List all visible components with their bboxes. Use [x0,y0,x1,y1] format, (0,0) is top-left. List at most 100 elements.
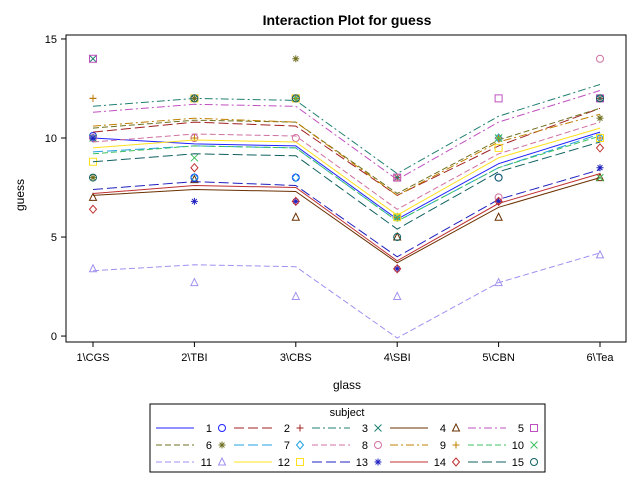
series-line [92,121,601,210]
series-7 [88,133,605,222]
chart-title: Interaction Plot for guess [263,12,432,28]
legend-item-12: 12 [234,457,304,469]
legend-label: 5 [518,423,524,435]
data-point [292,55,300,63]
data-point [530,458,538,466]
data-point [452,441,460,449]
legend-label: 7 [284,440,290,452]
data-point [393,213,402,222]
legend-item-7: 7 [234,440,305,452]
data-point [190,162,199,173]
legend-label: 10 [512,440,524,452]
data-point [595,172,605,182]
data-point [291,133,300,142]
data-point [89,174,97,182]
legend-item-15: 15 [468,457,538,469]
x-axis: 1\CGS 2\TBI 3\CBS 4\SBI 5\CBN 6\Tea [76,342,614,364]
data-point [190,94,198,102]
x-tick-label: 4\SBI [384,352,411,364]
data-point [393,233,402,242]
legend-label: 13 [356,457,368,469]
data-point [495,197,503,205]
legend-item-5: 5 [468,423,538,435]
data-point [595,143,605,153]
data-point [494,212,503,221]
x-tick-label: 5\CBN [482,352,514,364]
data-point [596,133,604,142]
data-point [596,173,604,182]
data-point [89,134,97,142]
plot-frame [65,34,627,343]
data-point [596,134,604,142]
data-point [596,54,604,63]
data-point [595,249,605,259]
legend-item-4: 4 [390,422,461,435]
series-8 [89,54,604,210]
legend-label: 2 [284,423,290,435]
data-point [494,133,503,143]
legend-label: 4 [440,423,446,435]
series-11 [88,249,605,339]
data-point [291,212,301,221]
data-point [494,143,503,152]
legend-label: 6 [206,440,212,452]
series-3 [89,54,604,182]
data-point [393,213,402,222]
legend-label: 14 [434,457,446,469]
legend-item-3: 3 [312,423,382,435]
y-tick-label: 5 [51,232,57,244]
series-line [92,169,601,258]
legend-item-1: 1 [156,423,226,435]
legend-label: 15 [512,457,524,469]
data-point [88,192,98,201]
data-point [393,265,401,273]
x-tick-label: 2\TBI [181,352,207,364]
legend-item-14: 14 [390,457,461,469]
data-point [89,54,97,63]
data-point [374,441,382,449]
series-line [92,173,601,262]
x-tick-label: 6\Tea [587,352,615,364]
legend-item-9: 9 [390,440,460,452]
data-point [530,441,538,449]
data-point [494,173,503,182]
legend-item-6: 6 [156,440,226,452]
data-point [374,424,382,432]
legend-label: 9 [440,440,446,452]
y-axis-label: guess [13,179,27,211]
series-line [92,90,601,181]
series-4 [88,172,605,264]
legend-item-13: 13 [312,457,382,469]
legend-label: 3 [362,423,368,435]
data-point [451,457,461,467]
data-point [292,197,300,205]
series-5 [89,54,604,182]
data-point [88,263,98,273]
data-point [494,94,503,103]
y-tick-label: 0 [51,331,57,343]
data-point [291,196,300,207]
series-line [92,107,601,196]
data-point [596,164,604,172]
data-point [291,291,301,300]
data-point [190,277,199,287]
legend-label: 8 [362,440,368,452]
y-axis: 0 5 10 15 [45,34,66,343]
data-point [89,94,97,102]
data-point [218,424,226,432]
x-tick-label: 3\CBS [280,352,312,364]
data-point [291,94,300,103]
legend-item-8: 8 [312,440,382,452]
series-line [92,141,601,230]
legend-item-10: 10 [468,440,538,452]
legend-title: subject [330,407,365,419]
series-line [92,252,601,339]
x-tick-label: 1\CGS [76,352,109,364]
series-line [92,113,601,196]
data-point [295,440,305,450]
data-point [530,424,538,432]
x-axis-label: glass [333,378,361,392]
legend-item-11: 11 [156,456,227,469]
legend-label: 1 [206,423,212,435]
